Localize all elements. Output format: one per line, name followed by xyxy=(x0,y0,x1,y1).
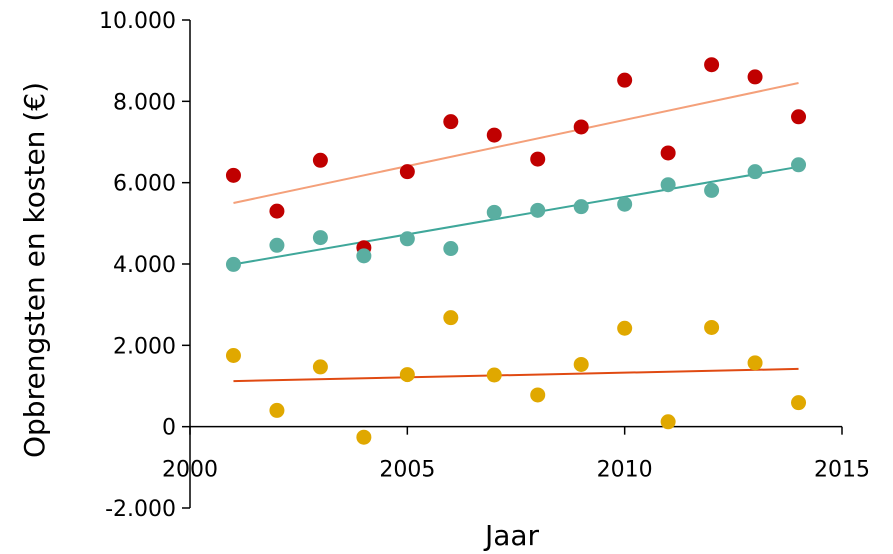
data-point-series-1 xyxy=(747,69,763,85)
data-point-series-2 xyxy=(573,199,589,215)
data-point-series-3 xyxy=(399,367,415,383)
data-point-series-2 xyxy=(312,230,328,246)
data-point-series-3 xyxy=(269,402,285,418)
data-point-series-3 xyxy=(573,356,589,372)
y-tick-label: -2.000 xyxy=(105,497,176,522)
x-tick-label: 2005 xyxy=(379,458,435,483)
data-point-series-3 xyxy=(443,310,459,326)
data-point-series-3 xyxy=(704,319,720,335)
y-axis-ticks: -2.000 0 2.000 4.000 6.000 8.000 10.000 xyxy=(99,9,190,522)
data-points xyxy=(225,57,807,445)
data-point-series-1 xyxy=(791,109,807,125)
data-point-series-1 xyxy=(704,57,720,73)
data-point-series-2 xyxy=(617,196,633,212)
y-tick-label: 8.000 xyxy=(113,90,176,115)
data-point-series-1 xyxy=(573,119,589,135)
trendlines xyxy=(233,82,799,383)
y-tick-label: 0 xyxy=(162,416,176,441)
data-point-series-3 xyxy=(312,359,328,375)
x-tick-label: 2015 xyxy=(814,458,870,483)
data-point-series-2 xyxy=(443,241,459,257)
data-point-series-1 xyxy=(660,145,676,161)
data-point-series-1 xyxy=(486,127,502,143)
data-point-series-2 xyxy=(225,256,241,272)
data-point-series-1 xyxy=(530,151,546,167)
data-point-series-2 xyxy=(486,204,502,220)
y-axis-title: Opbrengsten en kosten (€) xyxy=(18,82,51,458)
data-point-series-1 xyxy=(617,72,633,88)
data-point-series-3 xyxy=(791,395,807,411)
data-point-series-2 xyxy=(399,231,415,247)
data-point-series-2 xyxy=(269,237,285,253)
data-point-series-3 xyxy=(225,348,241,363)
data-point-series-3 xyxy=(617,320,633,336)
data-point-series-1 xyxy=(269,203,285,219)
data-point-series-3 xyxy=(660,414,676,430)
y-tick-label: 4.000 xyxy=(113,253,176,278)
data-point-series-3 xyxy=(356,429,372,445)
data-point-series-3 xyxy=(530,387,546,403)
x-axis-ticks: 2000 2005 2010 2015 xyxy=(162,426,870,483)
data-point-series-1 xyxy=(312,152,328,168)
y-tick-label: 6.000 xyxy=(113,172,176,197)
data-point-series-2 xyxy=(791,157,807,173)
x-axis-title: Jaar xyxy=(483,519,540,552)
trendline-series-1 xyxy=(233,82,799,204)
trendline-series-3 xyxy=(233,367,799,383)
data-point-series-3 xyxy=(747,355,763,371)
data-point-series-3 xyxy=(486,367,502,383)
data-point-series-1 xyxy=(399,164,415,180)
data-point-series-1 xyxy=(225,167,241,183)
trendline-series-2 xyxy=(233,165,799,266)
data-point-series-1 xyxy=(443,114,459,130)
data-point-series-2 xyxy=(660,177,676,193)
data-point-series-2 xyxy=(704,182,720,198)
data-point-series-2 xyxy=(747,164,763,180)
data-point-series-2 xyxy=(356,248,372,264)
x-tick-label: 2010 xyxy=(597,458,653,483)
y-tick-label: 2.000 xyxy=(113,334,176,359)
data-point-series-2 xyxy=(530,202,546,218)
y-tick-label: 10.000 xyxy=(99,9,176,34)
